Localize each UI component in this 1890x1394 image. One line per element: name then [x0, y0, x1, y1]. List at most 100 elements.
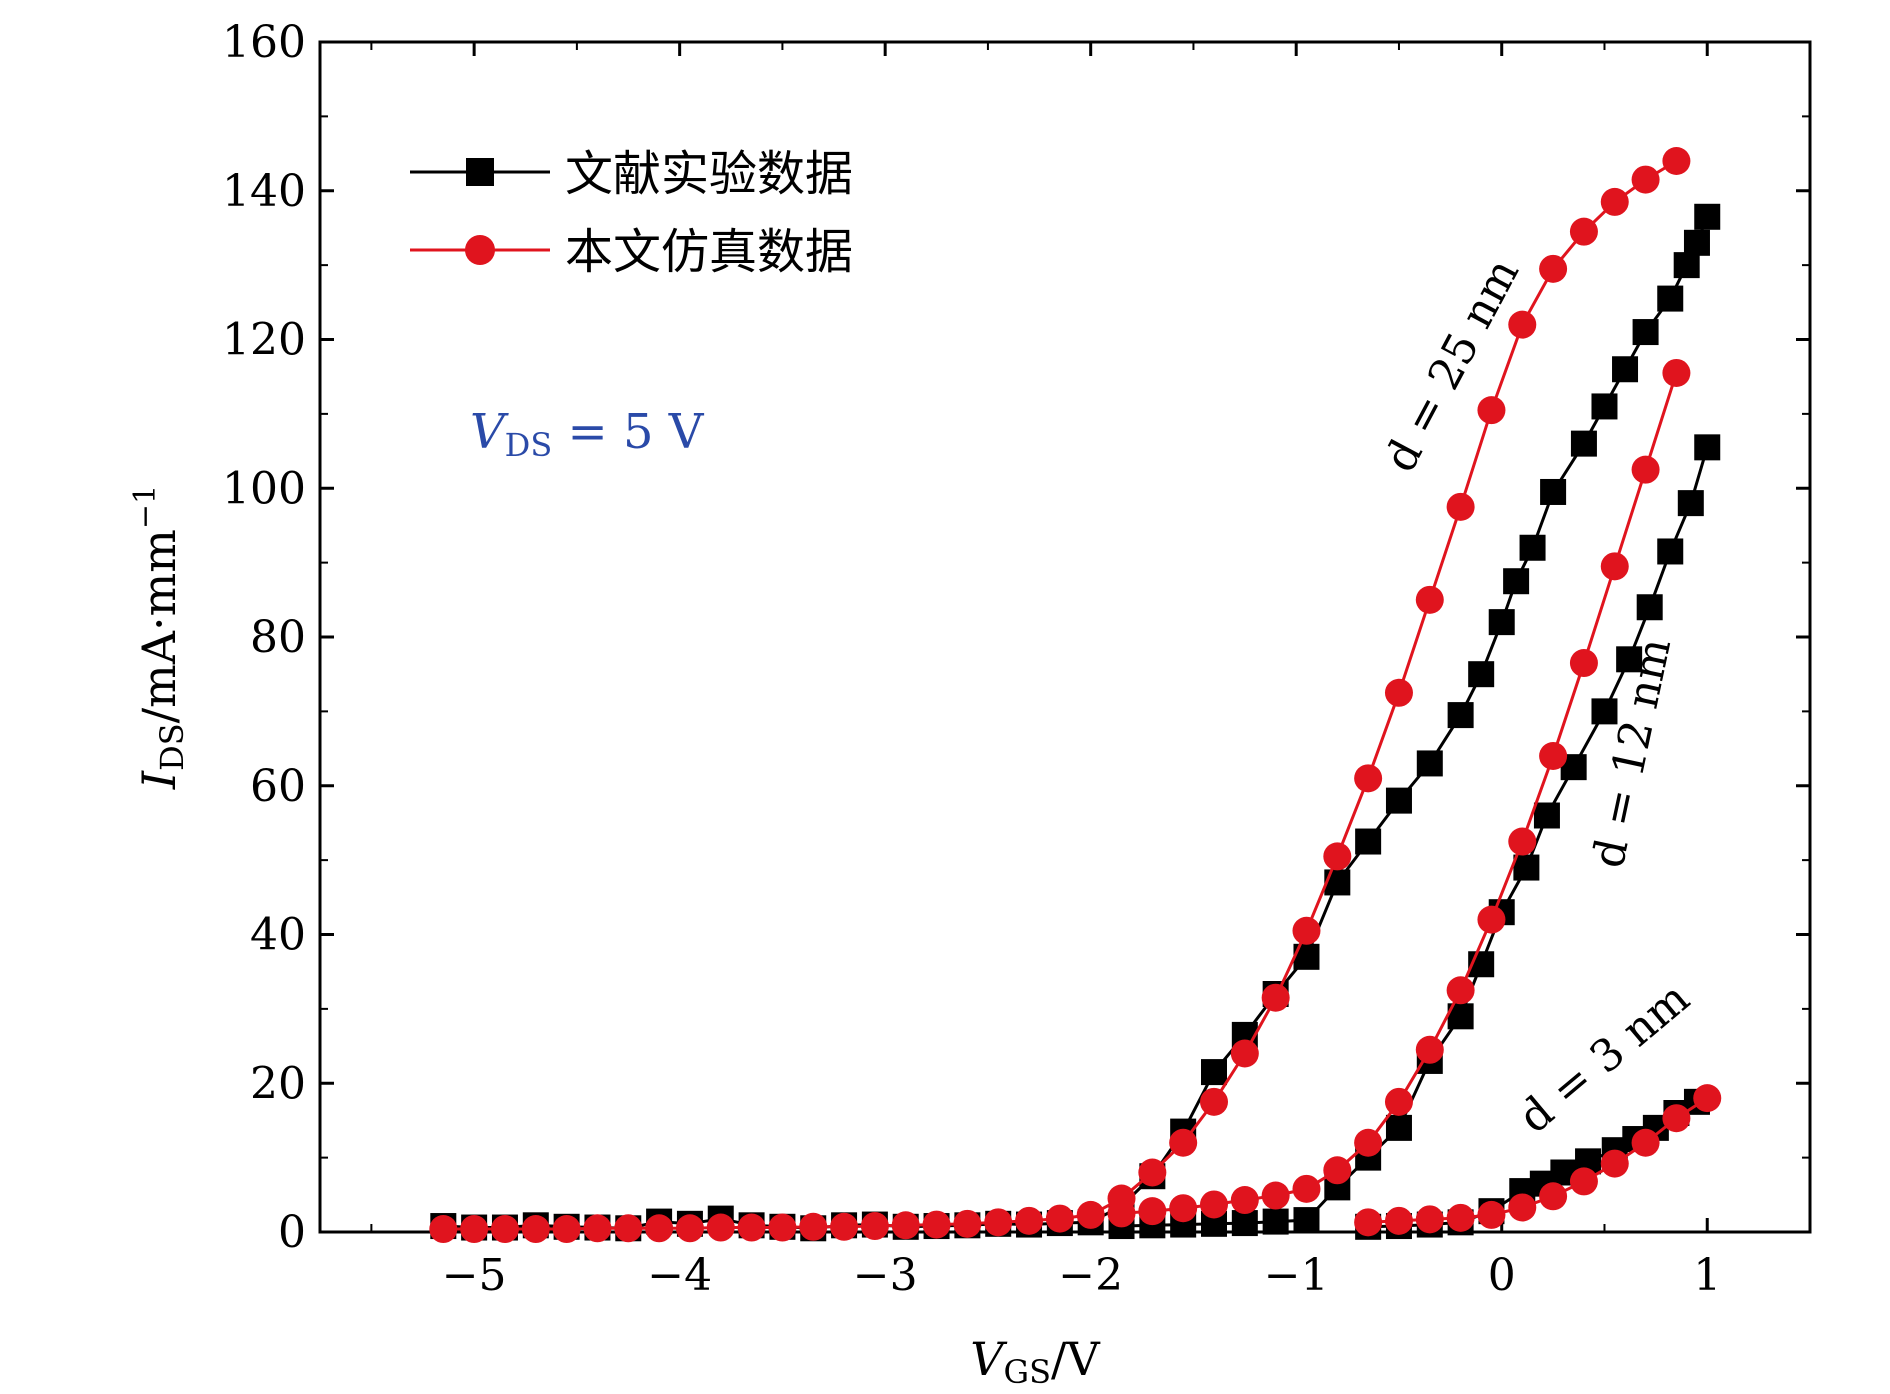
y-tick-label: 120	[222, 315, 306, 366]
x-tick-label: −4	[647, 1250, 712, 1301]
data-point-circle	[1200, 1087, 1228, 1116]
legend-label-experiment: 文献实验数据	[565, 146, 853, 202]
data-point-circle	[1354, 764, 1383, 793]
vds-condition-label: VDS = 5 V	[470, 404, 705, 464]
data-point-circle	[830, 1212, 859, 1241]
data-point-circle	[1200, 1190, 1228, 1219]
y-tick-label: 20	[250, 1058, 306, 1109]
vds-sub: DS	[505, 426, 553, 464]
data-point-circle	[1631, 1128, 1660, 1157]
data-point-circle	[1415, 585, 1444, 614]
x-axis-title-main: V	[970, 1332, 1008, 1386]
data-point-square	[1262, 1208, 1289, 1235]
data-point-circle	[1600, 187, 1629, 216]
data-point-circle	[1508, 310, 1537, 339]
data-point-square	[1694, 203, 1721, 230]
series-line	[443, 216, 1709, 1230]
data-point-circle	[1569, 649, 1598, 678]
x-tick-label: 0	[1488, 1250, 1516, 1301]
vds-rest: = 5 V	[552, 404, 705, 460]
data-point-circle	[1292, 1174, 1321, 1203]
data-point-circle	[737, 1213, 766, 1242]
data-point-circle	[1261, 983, 1290, 1012]
y-tick-label: 80	[250, 612, 306, 663]
y-tick-label: 100	[222, 463, 306, 514]
data-point-square	[1201, 1059, 1227, 1086]
data-point-circle	[1015, 1206, 1044, 1235]
data-point-circle	[1569, 217, 1598, 246]
data-point-square	[1447, 702, 1474, 729]
data-point-square	[1488, 609, 1515, 636]
y-axis-title-main: I	[132, 770, 186, 790]
legend: 文献实验数据 本文仿真数据	[410, 146, 853, 280]
data-point-circle	[768, 1213, 797, 1242]
data-point-square	[1468, 661, 1495, 688]
legend-item-simulation: 本文仿真数据	[410, 224, 853, 280]
series-5	[1354, 1084, 1722, 1237]
data-point-circle	[1631, 455, 1660, 484]
data-point-circle	[1230, 1039, 1259, 1068]
data-point-circle	[1384, 678, 1413, 707]
x-axis-title: VGS/V	[970, 1332, 1100, 1391]
data-point-circle	[1415, 1205, 1444, 1234]
data-point-square	[1385, 1114, 1412, 1141]
data-point-circle	[460, 1215, 489, 1244]
data-point-circle	[922, 1210, 951, 1239]
data-point-circle	[891, 1211, 920, 1240]
data-point-circle	[1107, 1199, 1136, 1228]
data-point-circle	[1292, 916, 1321, 945]
x-axis-title-sub: GS	[1004, 1353, 1051, 1391]
data-point-square	[1632, 319, 1659, 346]
data-point-circle	[1508, 827, 1537, 856]
data-point-circle	[429, 1215, 458, 1244]
data-point-circle	[1323, 842, 1352, 871]
data-point-circle	[1169, 1194, 1198, 1223]
data-point-square	[1503, 568, 1530, 595]
data-point-circle	[1600, 552, 1629, 581]
x-tick-label: 1	[1693, 1250, 1721, 1301]
data-point-square	[1513, 854, 1540, 881]
data-point-square	[1591, 698, 1618, 725]
data-point-circle	[1477, 1200, 1506, 1229]
data-point-circle	[1261, 1181, 1290, 1210]
data-point-square	[1293, 1207, 1320, 1234]
annotation-d-25nm: d = 25 nm	[1375, 250, 1529, 480]
data-point-square	[1657, 285, 1684, 312]
y-axis-title-sup: −1	[128, 485, 163, 529]
legend-marker-square	[466, 158, 494, 186]
data-point-circle	[1384, 1206, 1413, 1235]
data-point-circle	[1539, 254, 1568, 283]
data-point-circle	[521, 1215, 550, 1244]
legend-label-simulation: 本文仿真数据	[565, 224, 853, 280]
data-point-circle	[1045, 1204, 1074, 1233]
data-point-circle	[706, 1213, 735, 1242]
legend-item-experiment: 文献实验数据	[410, 146, 853, 202]
data-point-circle	[1662, 1104, 1691, 1133]
series-1	[429, 147, 1691, 1244]
y-tick-label: 160	[222, 17, 306, 68]
data-point-circle	[1446, 1203, 1475, 1232]
series-0	[430, 203, 1721, 1242]
data-point-circle	[583, 1214, 612, 1243]
data-point-square	[1570, 430, 1597, 457]
data-point-square	[1616, 646, 1643, 673]
data-point-circle	[552, 1215, 581, 1244]
y-axis-title-sub: DS	[153, 723, 191, 771]
data-point-circle	[1138, 1197, 1167, 1226]
y-tick-label: 40	[250, 910, 306, 961]
y-axis-title-unit: /mA·mm	[132, 529, 186, 723]
data-point-square	[1683, 229, 1710, 256]
data-point-square	[1231, 1210, 1258, 1237]
data-point-square	[1324, 869, 1351, 896]
data-point-circle	[1230, 1186, 1259, 1215]
data-point-circle	[1693, 1084, 1722, 1113]
y-tick-label: 0	[278, 1207, 306, 1258]
annotation-d-12nm: d = 12 nm	[1583, 634, 1681, 873]
data-point-square	[1636, 594, 1663, 621]
y-tick-label: 60	[250, 761, 306, 812]
svg-text:IDS/mA·mm−1: IDS/mA·mm−1	[128, 485, 191, 790]
data-point-circle	[860, 1212, 889, 1241]
data-point-circle	[1539, 1182, 1568, 1211]
y-tick-label: 140	[222, 166, 306, 217]
